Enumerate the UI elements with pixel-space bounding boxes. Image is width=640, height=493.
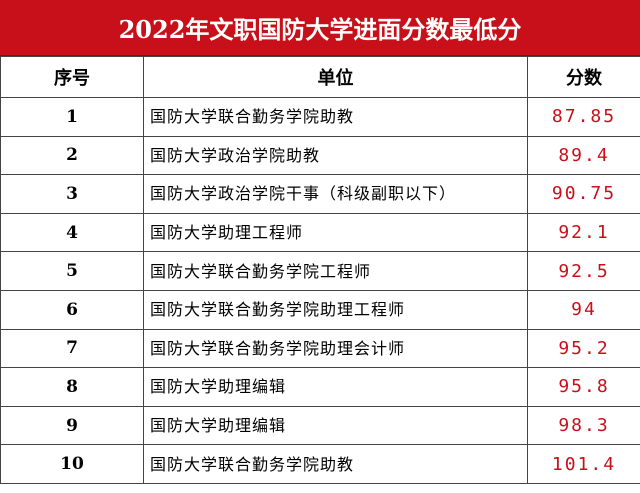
row-number: 4	[0, 212, 144, 253]
unit-name: 国防大学政治学院助教	[143, 135, 528, 176]
unit-name: 国防大学政治学院干事（科级副职以下）	[143, 174, 528, 214]
score: 92.5	[527, 251, 640, 291]
score: 90.75	[527, 174, 640, 214]
table-row: 1 国防大学联合勤务学院助教 87.85	[0, 97, 640, 137]
row-number: 1	[0, 97, 144, 137]
score: 95.2	[527, 328, 640, 369]
table-body: 1 国防大学联合勤务学院助教 87.85 2 国防大学政治学院助教 89.4 3 国防大学政治…	[0, 97, 640, 484]
score: 89.4	[527, 135, 640, 176]
score: 95.8	[527, 367, 640, 407]
score: 101.4	[527, 444, 640, 484]
unit-name: 国防大学联合勤务学院助教	[143, 444, 528, 484]
column-header: 分数	[527, 56, 640, 98]
table-row: 3 国防大学政治学院干事（科级副职以下） 90.75	[0, 174, 640, 214]
row-number: 2	[0, 135, 144, 176]
header-row: 序号 单位 分数	[0, 56, 640, 98]
unit-name: 国防大学联合勤务学院助教	[143, 97, 528, 137]
unit-name: 国防大学联合勤务学院助理工程师	[143, 289, 528, 330]
score: 94	[527, 289, 640, 330]
table-row: 8 国防大学助理编辑 95.8	[0, 367, 640, 407]
unit-name: 国防大学联合勤务学院工程师	[143, 251, 528, 291]
score: 87.85	[527, 97, 640, 137]
table-row: 5 国防大学联合勤务学院工程师 92.5	[0, 251, 640, 291]
unit-name: 国防大学助理编辑	[143, 367, 528, 407]
score-table: 序号 单位 分数 1 国防大学联合勤务学院助教 87.85 2 国防大学政治学院助教 89.4…	[0, 56, 640, 484]
title: 2022年文职国防大学进面分数最低分	[0, 0, 640, 56]
row-number: 3	[0, 174, 144, 214]
table-row: 2 国防大学政治学院助教 89.4	[0, 135, 640, 176]
unit-name: 国防大学联合勤务学院助理会计师	[143, 328, 528, 369]
row-number: 6	[0, 289, 144, 330]
table-row: 7 国防大学联合勤务学院助理会计师 95.2	[0, 328, 640, 369]
score: 92.1	[527, 212, 640, 253]
column-header: 单位	[143, 56, 528, 98]
table-row: 9 国防大学助理编辑 98.3	[0, 405, 640, 446]
table-row: 4 国防大学助理工程师 92.1	[0, 212, 640, 253]
row-number: 8	[0, 367, 144, 407]
table-row: 10 国防大学联合勤务学院助教 101.4	[0, 444, 640, 484]
unit-name: 国防大学助理编辑	[143, 405, 528, 446]
row-number: 9	[0, 405, 144, 446]
column-header: 序号	[0, 56, 144, 98]
row-number: 7	[0, 328, 144, 369]
table-row: 6 国防大学联合勤务学院助理工程师 94	[0, 289, 640, 330]
row-number: 5	[0, 251, 144, 291]
unit-name: 国防大学助理工程师	[143, 212, 528, 253]
row-number: 10	[0, 444, 144, 484]
score: 98.3	[527, 405, 640, 446]
